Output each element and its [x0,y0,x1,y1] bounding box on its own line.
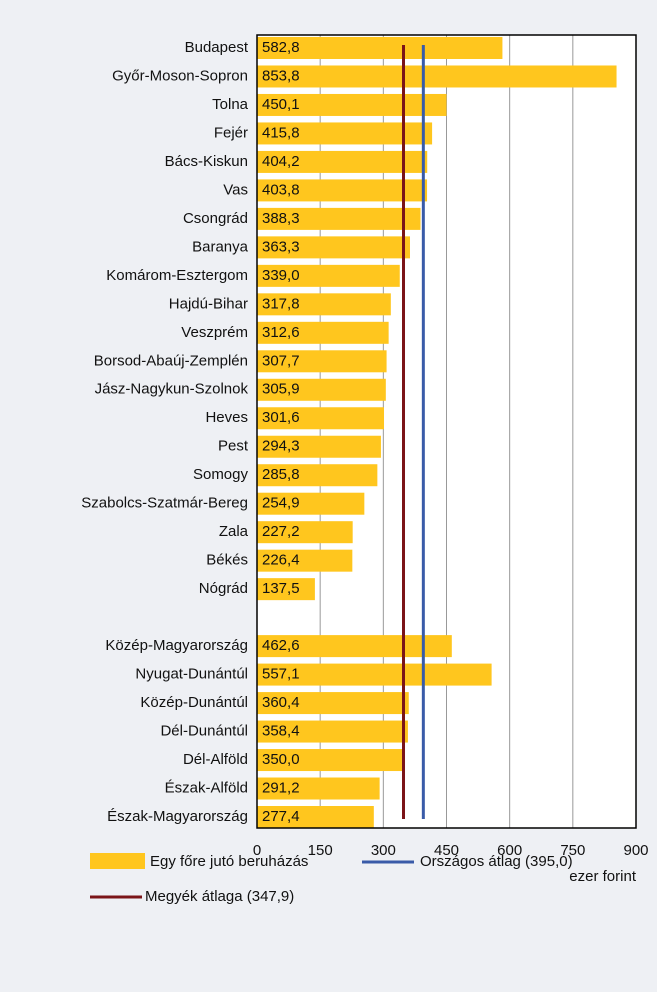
data-label: 462,6 [262,637,300,654]
y-tick-label: Borsod-Abaúj-Zemplén [94,352,248,369]
x-tick-label: 300 [371,842,396,859]
y-tick-label: Nyugat-Dunántúl [135,666,248,683]
bar [257,65,617,88]
data-label: 301,6 [262,409,300,426]
bar [257,264,400,287]
data-label: 312,6 [262,324,300,341]
data-label: 582,8 [262,39,300,56]
data-label: 415,8 [262,124,300,141]
bar [257,179,428,202]
bar [257,321,389,344]
bar [257,806,374,828]
bar [257,749,405,772]
bar [257,777,380,800]
y-tick-label: Budapest [185,39,249,56]
data-label: 307,7 [262,352,300,369]
data-label: 294,3 [262,438,300,455]
y-tick-label: Somogy [193,466,249,483]
x-tick-label: 600 [497,842,522,859]
y-tick-label: Békés [206,552,248,569]
data-label: 285,8 [262,466,300,483]
y-tick-label: Nógrád [199,580,248,597]
data-label: 137,5 [262,580,300,597]
y-tick-label: Komárom-Esztergom [106,267,248,284]
y-tick-label: Heves [205,409,248,426]
x-tick-label: 0 [253,842,261,859]
data-label: 254,9 [262,495,300,512]
data-label: 358,4 [262,723,300,740]
bar [257,236,410,259]
bar [257,492,365,515]
x-tick-label: 150 [308,842,333,859]
bar [257,464,378,487]
x-tick-label: 900 [623,842,648,859]
y-tick-label: Észak-Magyarország [107,808,248,825]
y-tick-label: Észak-Alföld [165,779,248,796]
y-tick-label: Bács-Kiskun [165,153,248,170]
y-tick-label: Pest [218,438,249,455]
data-label: 404,2 [262,153,300,170]
y-tick-label: Szabolcs-Szatmár-Bereg [81,495,248,512]
bar [257,207,421,230]
y-tick-label: Zala [219,523,249,540]
y-tick-label: Dél-Dunántúl [160,723,248,740]
y-tick-label: Fejér [214,124,248,141]
bar [257,350,387,373]
y-tick-label: Győr-Moson-Sopron [112,67,248,84]
y-tick-label: Baranya [192,238,249,255]
legend-label: Megyék átlaga (347,9) [145,888,294,905]
plot-border [256,34,637,829]
bar [257,435,381,458]
data-label: 226,4 [262,552,300,569]
bar [257,663,492,686]
x-tick-label: 450 [434,842,459,859]
bar [257,37,503,59]
y-tick-label: Csongrád [183,210,248,227]
data-label: 450,1 [262,96,300,113]
legend-swatch [90,853,145,869]
bar [257,549,353,572]
data-label: 277,4 [262,808,300,825]
bar [257,378,386,401]
bar [257,150,428,173]
y-tick-label: Veszprém [181,324,248,341]
y-tick-label: Közép-Dunántúl [140,694,248,711]
data-label: 317,8 [262,295,300,312]
bar [257,407,385,430]
data-label: 363,3 [262,238,300,255]
y-tick-label: Közép-Magyarország [105,637,248,654]
legend-label: Egy főre jutó beruházás [150,853,308,870]
data-label: 853,8 [262,67,300,84]
data-label: 305,9 [262,381,300,398]
bar [257,122,433,145]
y-tick-label: Jász-Nagykun-Szolnok [95,381,249,398]
legend-label: Országos átlag (395,0) [420,853,573,870]
data-label: 350,0 [262,751,300,768]
data-label: 557,1 [262,666,300,683]
x-tick-label: 750 [560,842,585,859]
data-label: 388,3 [262,210,300,227]
y-tick-label: Tolna [212,96,249,113]
bar [257,720,408,743]
y-tick-label: Dél-Alföld [183,751,248,768]
data-label: 291,2 [262,779,300,796]
y-tick-label: Hajdú-Bihar [169,295,248,312]
x-axis-label: ezer forint [569,868,637,885]
data-label: 227,2 [262,523,300,540]
bar [257,93,447,116]
data-label: 360,4 [262,694,300,711]
bar [257,692,409,715]
bar [257,521,353,544]
bar [257,293,391,316]
data-label: 403,8 [262,181,300,198]
bar [257,578,315,601]
data-label: 339,0 [262,267,300,284]
y-tick-label: Vas [223,181,248,198]
